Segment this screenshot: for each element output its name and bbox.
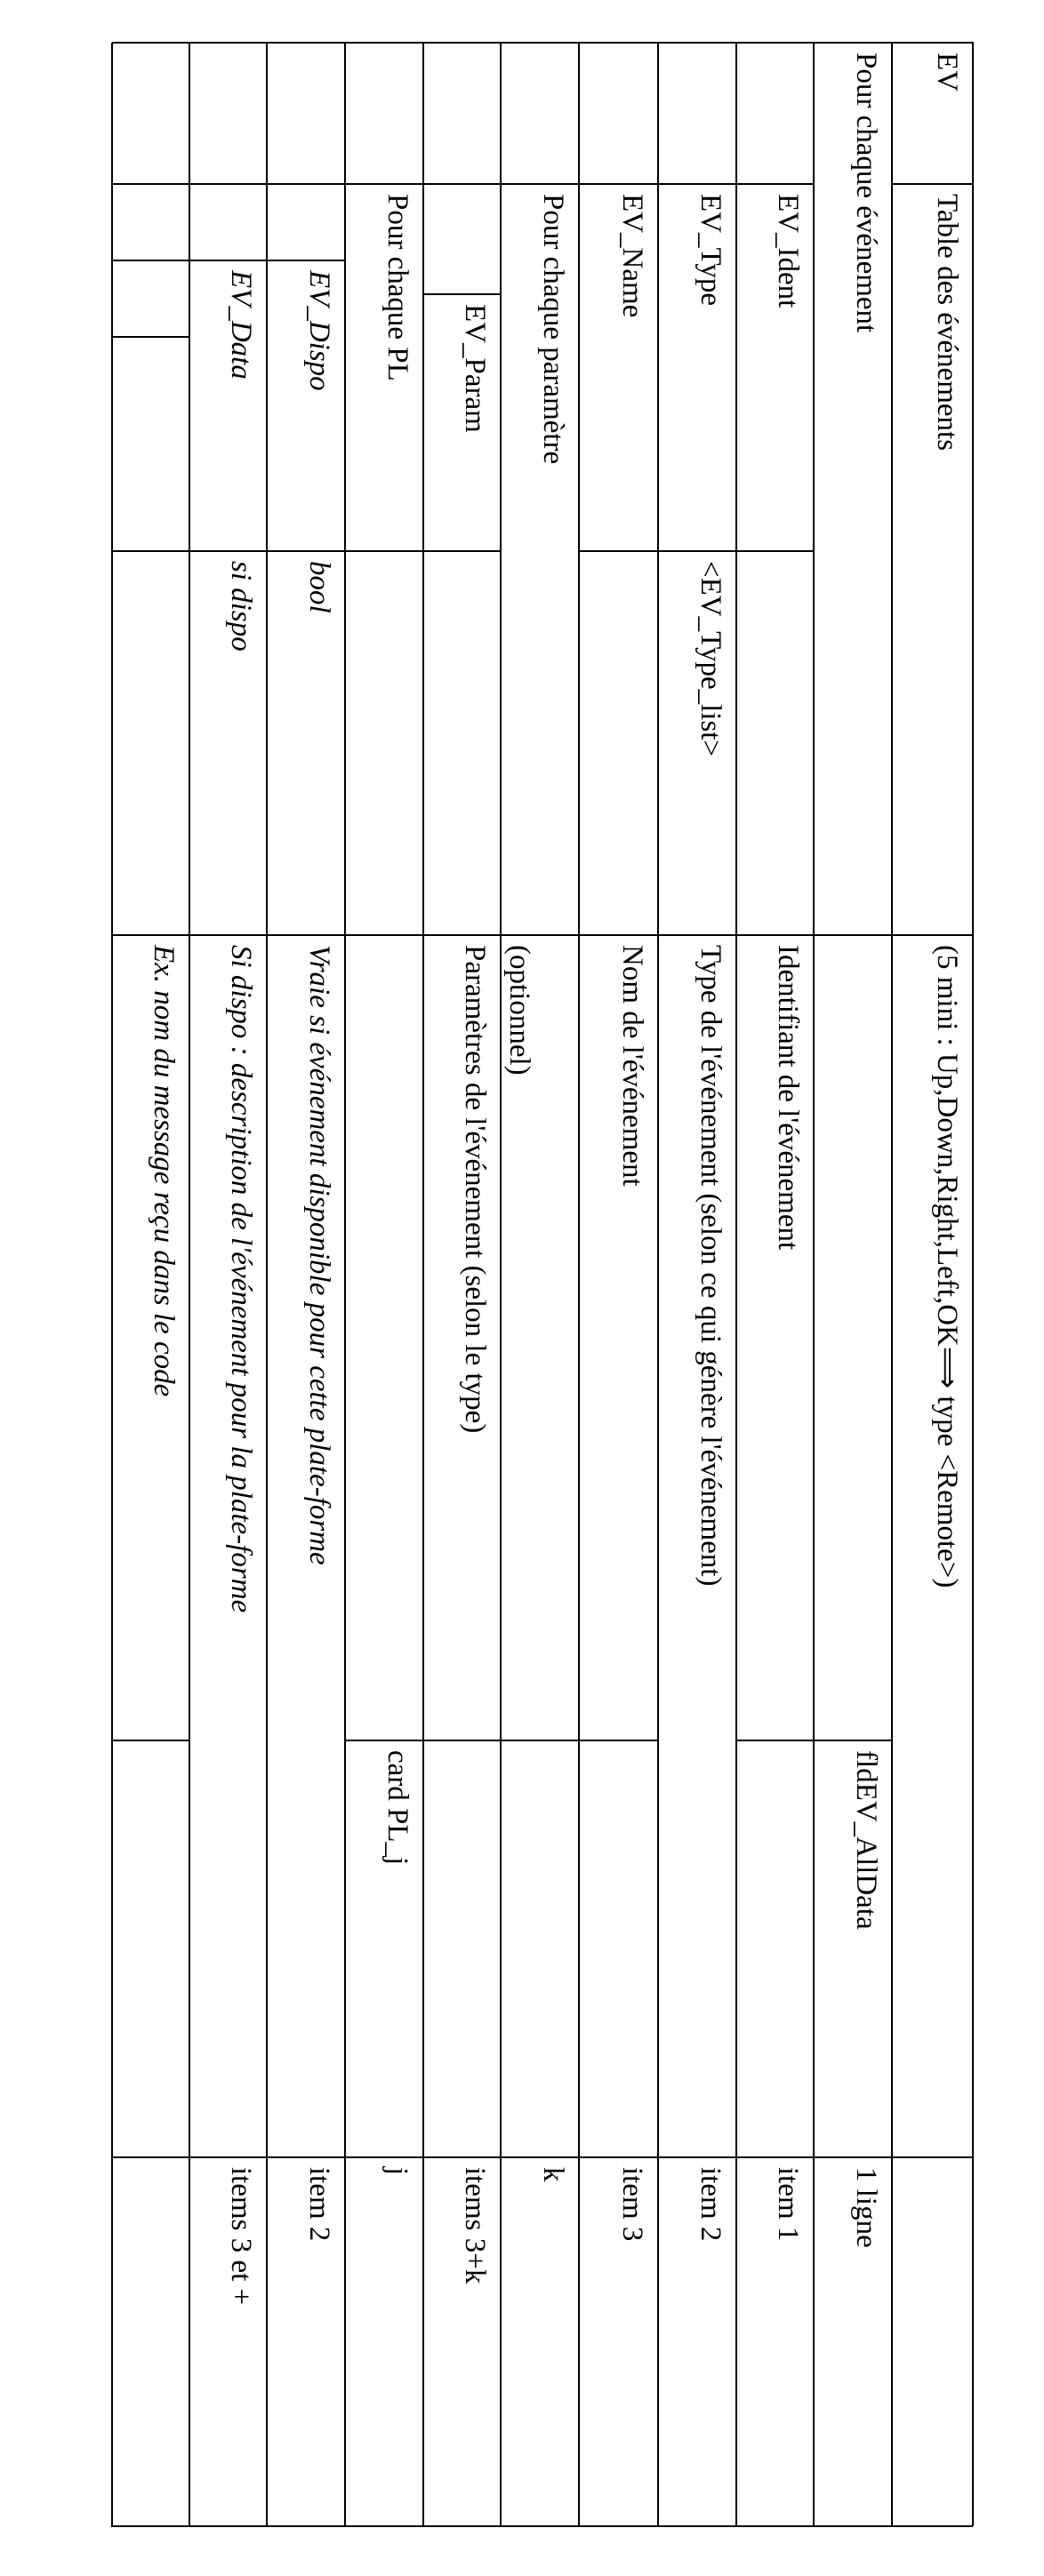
- table-cell: [501, 1740, 579, 2157]
- table-cell: items 3 et +: [189, 2157, 267, 2527]
- table-cell: EV_Data: [189, 260, 267, 551]
- table-cell: [579, 1740, 658, 2157]
- table-cell: [111, 551, 189, 935]
- table-cell: [423, 1740, 501, 2157]
- table-cell: items 3+k: [423, 2157, 501, 2527]
- table-cell: [111, 184, 189, 260]
- table-cell: EV: [892, 43, 973, 184]
- table-cell: [267, 43, 345, 184]
- table-cell: k: [501, 2157, 579, 2527]
- table-cell: [345, 43, 423, 184]
- table-cell: [111, 1740, 189, 2157]
- table-cell: (5 mini : Up,Down,Right,Left,OK⟹ type <R…: [892, 935, 973, 2157]
- table-cell: card PL_j: [345, 1740, 423, 2157]
- table-cell: j: [345, 2157, 423, 2527]
- table-cell: EV_Name: [579, 184, 658, 551]
- table-cell: [814, 935, 892, 1740]
- table-cell: item 2: [267, 2157, 345, 2527]
- table-cell: [579, 551, 658, 935]
- table-cell: [111, 337, 189, 551]
- table-cell: [423, 43, 501, 184]
- event-table: EVTable des événements(5 mini : Up,Down,…: [112, 42, 974, 2526]
- table-cell: [189, 43, 267, 184]
- table-cell: <EV_Type_list>: [658, 551, 736, 935]
- table-cell: [736, 1740, 814, 2157]
- table-cell: (optionnel): [501, 935, 579, 1740]
- table-cell: [189, 184, 267, 260]
- table-cell: [345, 935, 423, 1740]
- table-cell: [267, 184, 345, 260]
- table-cell: [579, 43, 658, 184]
- table-cell: EV_Type: [658, 184, 736, 551]
- table-cell: [736, 551, 814, 935]
- table-cell: Vraie si événement disponible pour cette…: [267, 935, 345, 2157]
- table-cell: [111, 43, 189, 184]
- table-cell: fldEV_AllData: [814, 1740, 892, 2157]
- table-cell: [423, 551, 501, 935]
- table-cell: EV_Param: [423, 294, 501, 551]
- table-cell: Ex. nom du message reçu dans le code: [111, 935, 189, 1740]
- table-cell: EV_Dispo: [267, 260, 345, 551]
- table-cell: [111, 2157, 189, 2527]
- table-cell: item 1: [736, 2157, 814, 2527]
- table-cell: Pour chaque paramètre: [501, 184, 579, 935]
- table-cell: [658, 43, 736, 184]
- table-cell: Type de l'événement (selon ce qui génère…: [658, 935, 736, 2157]
- table-cell: Identifiant de l'événement: [736, 935, 814, 1740]
- table-cell: [345, 551, 423, 935]
- table-cell: Nom de l'événement: [579, 935, 658, 1740]
- table-cell: [892, 2157, 973, 2527]
- table-cell: [736, 43, 814, 184]
- table-cell: Paramètres de l'événement (selon le type…: [423, 935, 501, 1740]
- table-cell: item 3: [579, 2157, 658, 2527]
- table-cell: si dispo: [189, 551, 267, 935]
- table-cell: Pour chaque événement: [814, 43, 892, 935]
- table-cell: [423, 184, 501, 294]
- table-cell: item 2: [658, 2157, 736, 2527]
- table-cell: Table des événements: [892, 184, 973, 935]
- table-cell: [501, 43, 579, 184]
- table-cell: 1 ligne: [814, 2157, 892, 2527]
- table-cell: Si dispo : description de l'événement po…: [189, 935, 267, 2157]
- table-cell: [111, 260, 189, 337]
- table-cell: EV_Ident: [736, 184, 814, 551]
- table-cell: bool: [267, 551, 345, 935]
- table-cell: Pour chaque PL: [345, 184, 423, 551]
